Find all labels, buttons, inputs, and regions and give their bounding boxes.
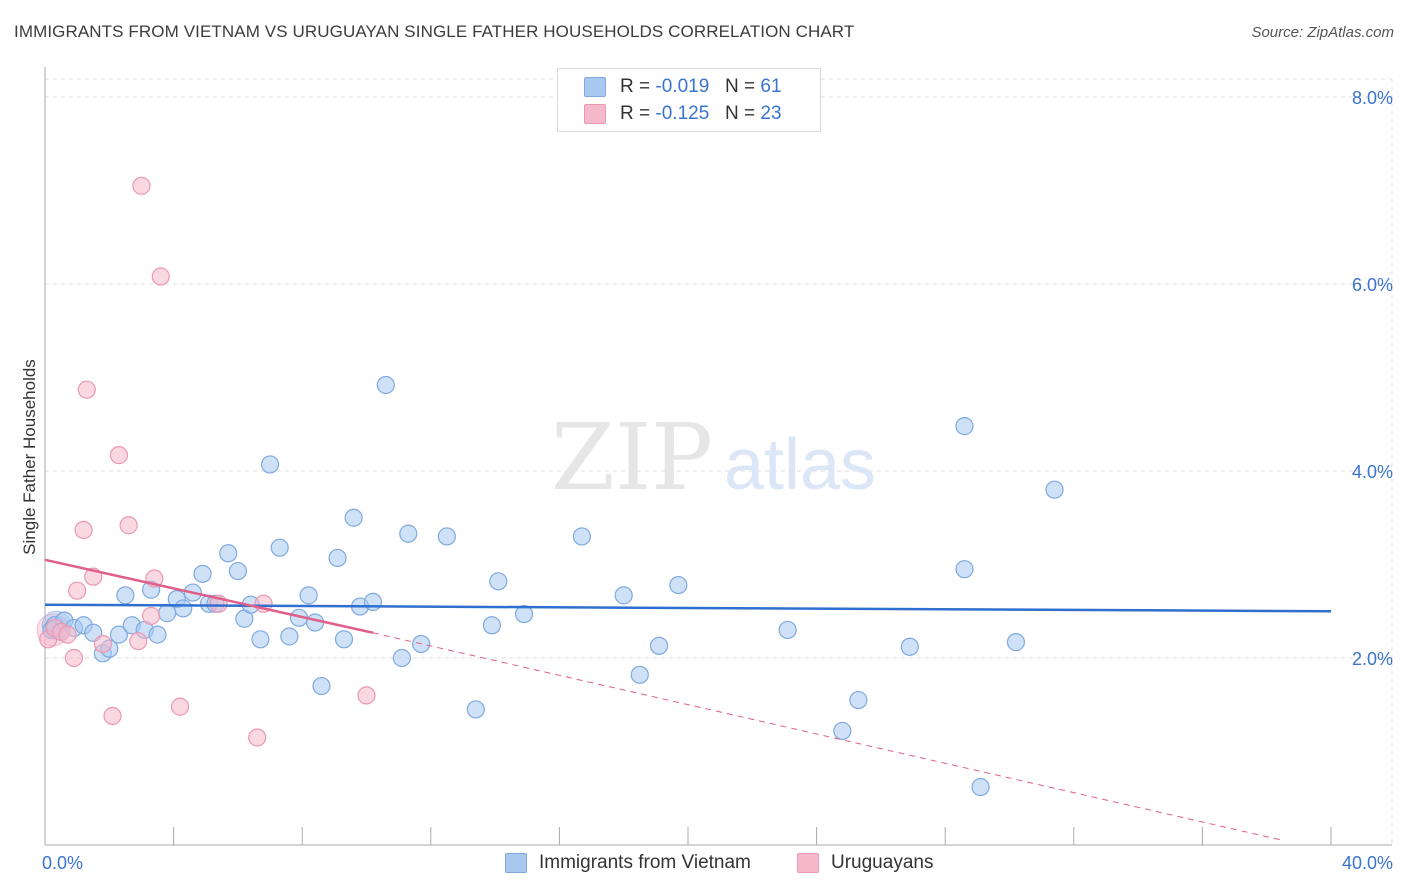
point-uruguayans: [103, 706, 122, 726]
point-uruguayans: [58, 625, 77, 644]
point-vietnam: [344, 508, 363, 527]
x-tick-label: 0.0%: [42, 853, 83, 873]
point-vietnam: [251, 630, 270, 649]
correlation-legend: R = -0.019 N = 61 R = -0.125 N = 23: [557, 68, 821, 132]
point-uruguayans: [93, 634, 112, 654]
point-vietnam: [376, 375, 395, 395]
point-uruguayans: [357, 686, 376, 705]
point-vietnam: [849, 690, 868, 710]
point-uruguayans: [151, 267, 170, 286]
legend-row-vietnam: R = -0.019 N = 61: [584, 75, 782, 99]
point-vietnam: [174, 599, 193, 618]
legend-item-vietnam[interactable]: Immigrants from Vietnam: [505, 852, 751, 874]
watermark: ZIP atlas: [551, 404, 876, 511]
x-tick-label: 40.0%: [1342, 853, 1393, 873]
point-vietnam: [669, 575, 688, 595]
point-vietnam: [900, 637, 919, 656]
r-label: R =: [620, 76, 651, 97]
point-vietnam: [630, 665, 649, 684]
y-tick-label: 8.0%: [1352, 88, 1393, 108]
point-uruguayans: [77, 380, 96, 399]
point-vietnam: [572, 527, 592, 546]
y-axis-label: Single Father Households: [20, 359, 39, 555]
legend-item-uruguayans[interactable]: Uruguayans: [797, 852, 933, 874]
point-uruguayans: [132, 176, 151, 195]
point-vietnam: [109, 625, 129, 644]
r-value: -0.125: [655, 103, 710, 124]
legend-swatch-pink: [797, 853, 819, 873]
point-vietnam: [116, 586, 135, 605]
chart-title: IMMIGRANTS FROM VIETNAM VS URUGUAYAN SIN…: [14, 22, 855, 41]
point-vietnam: [649, 636, 669, 655]
point-uruguayans: [129, 632, 148, 651]
legend-row-uruguayans: R = -0.125 N = 23: [584, 102, 782, 126]
point-vietnam: [482, 616, 501, 635]
point-vietnam: [955, 417, 974, 436]
trendline-uruguayans-projection: [372, 632, 1283, 841]
point-vietnam: [437, 527, 456, 546]
point-vietnam: [363, 592, 383, 612]
n-value: 61: [760, 76, 782, 97]
y-tick-label: 2.0%: [1352, 649, 1393, 669]
point-vietnam: [614, 586, 633, 605]
point-uruguayans: [64, 648, 84, 668]
point-vietnam: [955, 560, 974, 579]
r-value: -0.019: [655, 76, 710, 97]
r-label: R =: [620, 103, 651, 124]
point-vietnam: [260, 455, 280, 474]
point-uruguayans: [141, 606, 161, 626]
n-label: N =: [725, 103, 756, 124]
trendline-vietnam: [44, 603, 1332, 613]
y-tick-label: 6.0%: [1352, 275, 1393, 295]
point-uruguayans: [74, 520, 93, 540]
point-uruguayans: [248, 728, 267, 747]
point-uruguayans: [68, 581, 87, 600]
point-vietnam: [466, 700, 485, 719]
point-vietnam: [1045, 480, 1064, 499]
n-label: N =: [725, 76, 756, 97]
legend-label-uruguayans: Uruguayans: [831, 852, 934, 873]
point-vietnam: [148, 625, 167, 644]
axes: [44, 67, 1392, 846]
point-uruguayans: [109, 446, 129, 465]
watermark-zip: ZIP: [551, 404, 713, 511]
y-tick-label: 4.0%: [1352, 462, 1393, 482]
point-vietnam: [219, 544, 238, 563]
point-vietnam: [280, 627, 299, 646]
legend-swatch-pink: [584, 104, 606, 124]
point-vietnam: [228, 561, 247, 581]
point-vietnam: [514, 604, 534, 624]
point-vietnam: [392, 648, 411, 668]
point-vietnam: [778, 620, 797, 640]
legend-swatch-blue: [584, 77, 606, 97]
tick-labels: 2.0% 4.0% 6.0% 8.0% 0.0% 40.0%: [42, 88, 1393, 873]
point-vietnam: [270, 538, 289, 557]
point-uruguayans: [170, 697, 190, 716]
point-vietnam: [334, 630, 354, 649]
legend-swatch-blue: [505, 853, 527, 873]
trendline-uruguayans: [44, 558, 374, 634]
trend-lines: [44, 558, 1332, 841]
data-points: [36, 176, 1064, 797]
point-vietnam: [399, 524, 418, 543]
point-uruguayans: [119, 516, 138, 535]
series-legend: Immigrants from Vietnam Uruguayans: [0, 852, 1406, 878]
legend-label-vietnam: Immigrants from Vietnam: [539, 852, 751, 873]
n-value: 23: [760, 103, 782, 124]
point-vietnam: [833, 721, 852, 741]
grid-lines: [45, 78, 1393, 845]
point-vietnam: [312, 676, 331, 696]
source-label: Source: ZipAtlas.com: [1251, 24, 1394, 41]
point-vietnam: [193, 564, 212, 583]
point-vietnam: [299, 586, 318, 605]
point-vietnam: [1006, 633, 1026, 652]
point-vietnam: [489, 572, 508, 591]
watermark-atlas: atlas: [724, 425, 876, 505]
point-vietnam: [328, 548, 347, 568]
point-vietnam: [971, 777, 990, 797]
